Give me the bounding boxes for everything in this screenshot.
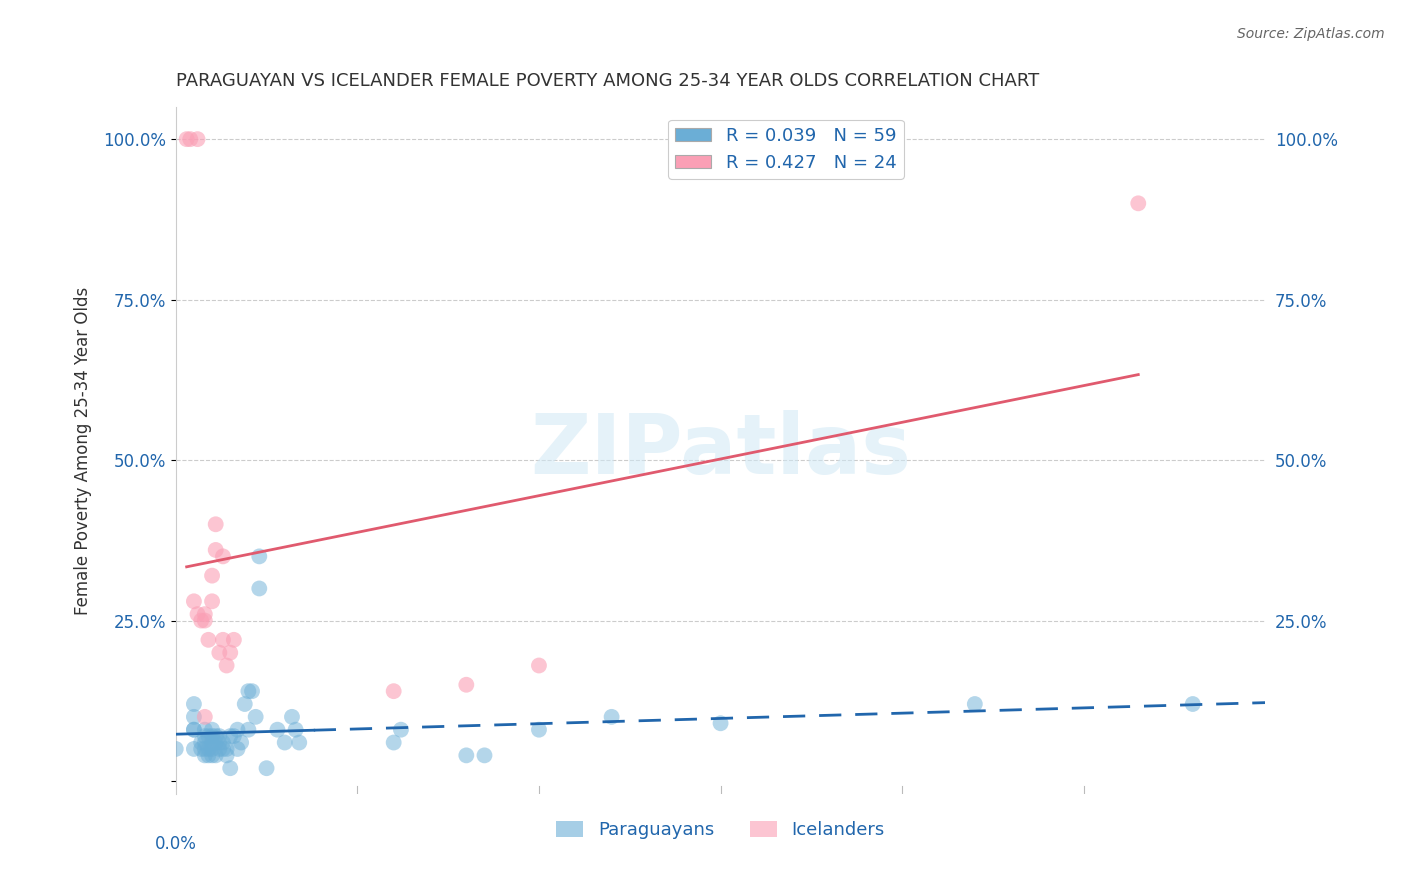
Point bbox=[197, 742, 219, 756]
Point bbox=[194, 607, 217, 622]
Point bbox=[204, 729, 226, 743]
Point bbox=[219, 646, 242, 660]
Point bbox=[266, 723, 288, 737]
Point bbox=[176, 132, 198, 146]
Point bbox=[183, 710, 205, 724]
Text: 0.0%: 0.0% bbox=[155, 835, 197, 853]
Point bbox=[281, 710, 304, 724]
Point bbox=[204, 735, 226, 749]
Point bbox=[208, 729, 231, 743]
Point bbox=[215, 742, 238, 756]
Point bbox=[197, 748, 219, 763]
Point bbox=[600, 710, 623, 724]
Point bbox=[204, 517, 226, 532]
Point bbox=[456, 748, 478, 763]
Point bbox=[222, 729, 245, 743]
Point bbox=[194, 710, 217, 724]
Point bbox=[201, 735, 224, 749]
Point bbox=[222, 632, 245, 647]
Point bbox=[284, 723, 307, 737]
Point bbox=[231, 735, 253, 749]
Point bbox=[256, 761, 278, 775]
Point bbox=[201, 594, 224, 608]
Point bbox=[194, 742, 217, 756]
Point bbox=[382, 684, 405, 698]
Point bbox=[194, 748, 217, 763]
Point bbox=[233, 697, 256, 711]
Point bbox=[226, 723, 249, 737]
Point bbox=[245, 710, 267, 724]
Point bbox=[183, 697, 205, 711]
Point bbox=[190, 742, 212, 756]
Y-axis label: Female Poverty Among 25-34 Year Olds: Female Poverty Among 25-34 Year Olds bbox=[75, 286, 91, 615]
Point bbox=[208, 742, 231, 756]
Point bbox=[183, 742, 205, 756]
Point bbox=[238, 723, 260, 737]
Point bbox=[201, 748, 224, 763]
Point bbox=[238, 684, 260, 698]
Point bbox=[1128, 196, 1150, 211]
Point bbox=[527, 723, 550, 737]
Text: Source: ZipAtlas.com: Source: ZipAtlas.com bbox=[1237, 27, 1385, 41]
Text: PARAGUAYAN VS ICELANDER FEMALE POVERTY AMONG 25-34 YEAR OLDS CORRELATION CHART: PARAGUAYAN VS ICELANDER FEMALE POVERTY A… bbox=[176, 72, 1039, 90]
Point bbox=[201, 742, 224, 756]
Point bbox=[194, 614, 217, 628]
Point bbox=[212, 742, 235, 756]
Legend: Paraguayans, Icelanders: Paraguayans, Icelanders bbox=[548, 814, 893, 847]
Point bbox=[215, 748, 238, 763]
Point bbox=[204, 748, 226, 763]
Point bbox=[247, 582, 270, 596]
Point bbox=[204, 543, 226, 558]
Point bbox=[212, 632, 235, 647]
Point bbox=[201, 723, 224, 737]
Point bbox=[212, 735, 235, 749]
Point bbox=[183, 723, 205, 737]
Point bbox=[208, 646, 231, 660]
Point bbox=[186, 607, 209, 622]
Point bbox=[219, 761, 242, 775]
Point bbox=[456, 678, 478, 692]
Point bbox=[194, 723, 217, 737]
Point bbox=[201, 568, 224, 582]
Point bbox=[194, 735, 217, 749]
Point bbox=[963, 697, 986, 711]
Point bbox=[165, 742, 187, 756]
Point bbox=[527, 658, 550, 673]
Point bbox=[194, 729, 217, 743]
Point bbox=[226, 742, 249, 756]
Point bbox=[215, 658, 238, 673]
Point bbox=[190, 614, 212, 628]
Point bbox=[201, 729, 224, 743]
Text: ZIPatlas: ZIPatlas bbox=[530, 410, 911, 491]
Point bbox=[190, 735, 212, 749]
Point bbox=[179, 132, 201, 146]
Point bbox=[474, 748, 496, 763]
Point bbox=[219, 729, 242, 743]
Point bbox=[183, 723, 205, 737]
Point bbox=[212, 549, 235, 564]
Point bbox=[288, 735, 311, 749]
Point bbox=[186, 132, 209, 146]
Point bbox=[1181, 697, 1204, 711]
Point bbox=[382, 735, 405, 749]
Point bbox=[197, 729, 219, 743]
Point bbox=[240, 684, 263, 698]
Point bbox=[247, 549, 270, 564]
Point bbox=[183, 594, 205, 608]
Point bbox=[208, 735, 231, 749]
Point bbox=[274, 735, 297, 749]
Point bbox=[197, 632, 219, 647]
Point bbox=[710, 716, 733, 731]
Point bbox=[389, 723, 412, 737]
